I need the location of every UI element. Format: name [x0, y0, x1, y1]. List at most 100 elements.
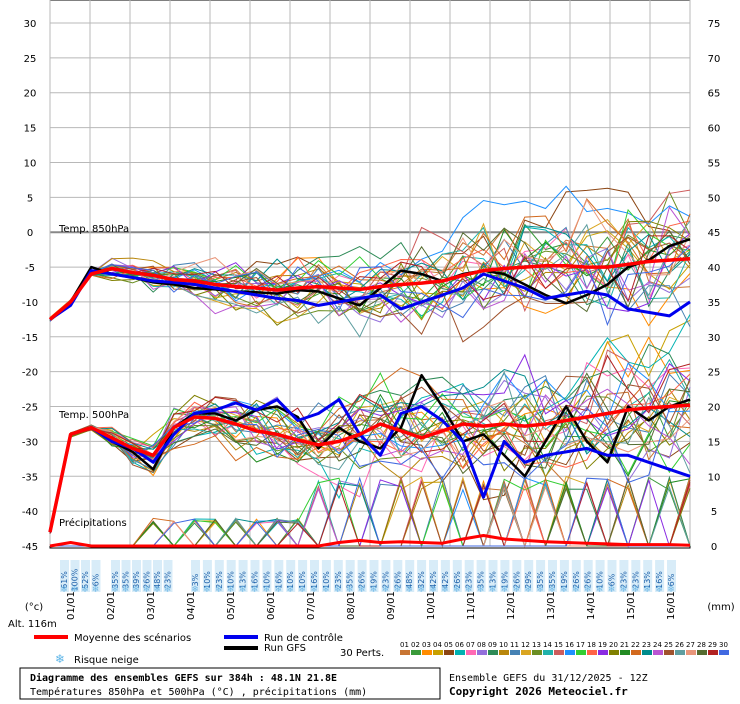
snow-risk-text: 16%	[310, 571, 319, 589]
snow-risk-value: 23%	[631, 571, 640, 589]
t850-control-line	[49, 269, 691, 321]
snow-risk-text: 10%	[322, 571, 331, 589]
pert-number: 30	[719, 641, 728, 649]
left-tick-label: 5	[27, 193, 33, 204]
pert-swatch	[598, 650, 608, 655]
left-tick-label: 10	[24, 158, 37, 169]
snow-risk-value: 16%	[655, 571, 664, 589]
pert-number: 13	[532, 641, 541, 649]
snow-risk-value: 19%	[370, 571, 379, 589]
snow-flake-icon: ❄	[524, 585, 532, 595]
snow-risk-cell	[250, 560, 260, 592]
snow-flake-icon: ❄	[358, 585, 366, 595]
snow-risk-cell	[524, 560, 534, 592]
snow-risk-text: 23%	[619, 571, 628, 589]
snow-flake-icon: ❄	[382, 585, 390, 595]
x-date-text: 09/01	[386, 591, 397, 620]
x-date-text: 08/01	[346, 591, 357, 620]
snow-flake-icon: ❄	[143, 585, 151, 595]
snow-flake-icon: ❄	[608, 585, 616, 595]
snow-risk-cell	[153, 560, 162, 592]
snow-risk-text: 13%	[489, 571, 498, 589]
pert-swatch	[620, 650, 630, 655]
pert-swatch	[499, 650, 509, 655]
snow-risk-cell	[286, 560, 296, 592]
snow-risk-cell	[667, 560, 676, 592]
left-unit: (°c)	[25, 602, 43, 613]
pert-swatch	[719, 650, 729, 655]
snow-risk-cell	[142, 560, 152, 592]
snow-risk-text: 35%	[477, 571, 486, 589]
right-tick-label: 5	[711, 507, 717, 518]
snow-flake-icon: ❄	[501, 585, 509, 595]
precip-member-30	[50, 476, 690, 547]
right-tick-label: 10	[708, 472, 721, 483]
snow-flake-icon: ❄	[572, 585, 580, 595]
snow-risk-value: 26%	[453, 571, 462, 589]
snow-risk-value: 10%	[596, 571, 605, 589]
snow-flake-icon: ❄	[596, 585, 604, 595]
snow-risk-value: 48%	[153, 571, 162, 589]
snow-risk-text: 3%	[191, 573, 200, 586]
left-tick-label: -20	[22, 368, 38, 379]
pert-swatch	[587, 650, 597, 655]
snow-risk-value: 42%	[429, 571, 438, 589]
snow-risk-text: 26%	[572, 571, 581, 589]
snow-risk-value: 35%	[548, 571, 557, 589]
snow-risk-text: 48%	[405, 571, 414, 589]
pert-swatch	[631, 650, 641, 655]
right-tick-label: 30	[708, 333, 721, 344]
pert-number: 08	[477, 641, 486, 649]
snow-risk-text: 10%	[286, 571, 295, 589]
precip-label: Précipitations	[59, 517, 127, 529]
perts-palette: 30 Perts.01 02 03 04 05 06 07 08 09 10 11 12 13 14 15 1…	[340, 641, 729, 659]
snow-risk-value: 10%	[298, 571, 307, 589]
pert-swatch	[554, 650, 564, 655]
snow-risk-value: 23%	[334, 571, 343, 589]
snow-flake-icon: ❄	[71, 585, 79, 595]
snow-risk-text: 35%	[122, 571, 131, 589]
snow-risk-text: 19%	[500, 571, 509, 589]
snow-risk-cell	[333, 560, 343, 592]
x-date-text: 13/01	[546, 591, 557, 620]
right-tick-label: 40	[708, 263, 721, 274]
x-date-label: 10/01	[426, 591, 437, 620]
snow-risk-value: 19%	[500, 571, 509, 589]
snow-risk-value: 16%	[274, 571, 283, 589]
pert-swatch	[521, 650, 531, 655]
snow-risk-cell	[429, 560, 438, 592]
x-date-label: 05/01	[226, 591, 237, 620]
legend-control-label: Run de contrôle	[264, 632, 343, 644]
snow-risk-cell	[163, 560, 173, 592]
x-date-label: 04/01	[186, 591, 197, 620]
snow-flake-icon: ❄	[92, 585, 100, 595]
pert-swatch	[400, 650, 410, 655]
t500-label: Temp. 500hPa	[58, 410, 129, 421]
snow-risk-text: 19%	[560, 571, 569, 589]
snow-risk-text: 26%	[453, 571, 462, 589]
snow-risk-cell	[643, 560, 653, 592]
x-date-label: 11/01	[466, 591, 477, 620]
legend-mean-label: Moyenne des scénarios	[74, 632, 191, 644]
snow-risk-cell	[226, 560, 236, 592]
snow-risk-cell	[440, 560, 450, 592]
pert-swatch	[686, 650, 696, 655]
snow-risk-value: 52%	[81, 571, 90, 589]
x-date-text: 16/01	[666, 591, 677, 620]
snow-risk-cell	[500, 560, 510, 592]
x-date-text: 01/01	[66, 591, 77, 620]
snow-flake-icon: ❄	[632, 585, 640, 595]
pert-number: 02	[411, 641, 420, 649]
pert-number: 01	[400, 641, 409, 649]
snow-flake-icon: ❄	[620, 585, 628, 595]
t500-member-17	[49, 372, 691, 532]
pert-swatch	[664, 650, 674, 655]
pert-number: 11	[510, 641, 519, 649]
pert-swatch	[466, 650, 476, 655]
pert-swatch	[642, 650, 652, 655]
x-date-label: 03/01	[146, 591, 157, 620]
pert-number: 29	[708, 641, 717, 649]
legend-gfs-label: Run GFS	[264, 643, 306, 654]
snow-flake-icon: ❄	[560, 585, 568, 595]
